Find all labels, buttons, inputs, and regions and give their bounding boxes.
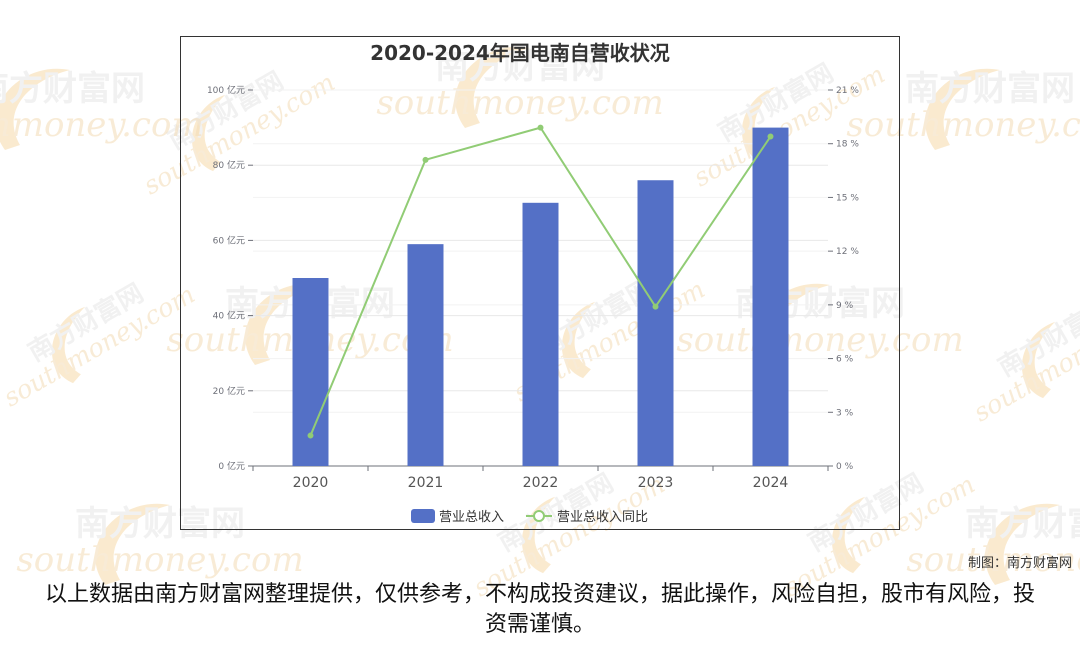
y-left-tick-label: 60 亿元 [213,234,245,246]
x-tick-label: 2024 [753,475,789,491]
watermark-swoosh [985,503,1060,585]
y-right-tick-label: 12 % [836,247,859,257]
bar [752,127,789,466]
y-right-tick-label: 18 % [836,140,859,150]
x-tick-label: 2020 [293,475,329,491]
legend-label-line: 营业总收入同比 [557,510,648,525]
y-left-tick-label: 100 亿元 [207,84,245,96]
watermark-text-cn: 南方财富网 [965,504,1080,544]
bar [407,244,444,466]
watermark-swoosh [1021,321,1056,399]
y-left-tick-label: 0 亿元 [218,460,245,472]
y-right-tick-label: 21 % [836,86,859,96]
line-point [307,432,314,439]
y-right-tick-label: 9 % [836,301,854,311]
chart-frame [180,36,900,530]
x-tick-label: 2023 [638,475,674,491]
line-point [652,303,659,310]
y-right-tick-label: 0 % [836,462,854,472]
y-left-tick-label: 20 亿元 [213,385,245,397]
watermark-text-cn: 南方财富网 [0,69,145,109]
legend-swatch-marker [533,510,545,522]
x-tick-label: 2022 [523,475,559,491]
watermark-text-en: southmoney.com [0,280,200,414]
chart-title: 2020-2024年国电南自营收状况 [370,41,670,65]
legend-swatch-bar [411,509,435,523]
chart-area: 2020-2024年国电南自营收状况 0 亿元 20 亿元 40 亿元 60 亿元 80 … [207,41,859,525]
watermark-swoosh [0,68,70,150]
legend: 营业总收入 营业总收入同比 [411,509,648,525]
line-point [537,124,544,131]
line-point [422,156,429,163]
chart-credit: 制图：南方财富网 [967,556,1072,571]
y-right-tick-label: 6 % [836,355,854,365]
bar [522,202,559,467]
y-right-tick-label: 3 % [836,408,854,418]
y-left-tick-label: 80 亿元 [213,159,245,171]
x-tick-label: 2021 [408,475,444,491]
y-left-tick-label: 40 亿元 [213,310,245,322]
watermark-text-en: southmoney.com [969,295,1080,429]
legend-label-bar: 营业总收入 [439,510,504,525]
watermark-swoosh [51,306,86,384]
watermark-swoosh [95,503,170,585]
line-point [767,133,774,140]
disclaimer-text: 以上数据由南方财富网整理提供，仅供参考，不构成投资建议，据此操作，风险自担，股市… [44,582,1035,637]
watermark-text-cn: 南方财富网 [905,69,1075,109]
y-right-tick-label: 15 % [836,193,859,203]
watermark-text-en: southmoney.com [0,105,204,145]
bar [637,180,674,467]
watermark-text-en: southmoney.com [16,540,303,580]
watermark-text-cn: 南方财富网 [23,278,148,368]
watermark-swoosh [925,68,1000,150]
watermark-text-cn: 南方财富网 [993,293,1080,383]
